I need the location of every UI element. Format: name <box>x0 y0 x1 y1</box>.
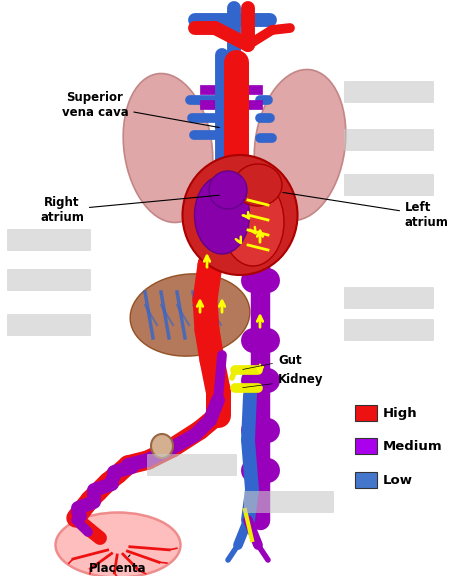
Text: Kidney: Kidney <box>243 373 323 388</box>
Ellipse shape <box>151 434 173 458</box>
Text: Gut: Gut <box>243 354 301 369</box>
Bar <box>355 438 377 454</box>
Ellipse shape <box>123 74 213 222</box>
Text: High: High <box>383 407 418 419</box>
Text: Low: Low <box>383 473 413 487</box>
FancyBboxPatch shape <box>344 81 434 103</box>
Text: Medium: Medium <box>383 439 443 453</box>
FancyBboxPatch shape <box>7 229 91 251</box>
FancyBboxPatch shape <box>244 491 334 513</box>
Bar <box>355 472 377 488</box>
Text: Placenta: Placenta <box>89 555 147 574</box>
Ellipse shape <box>130 274 250 356</box>
Bar <box>355 405 377 421</box>
FancyBboxPatch shape <box>344 129 434 151</box>
Ellipse shape <box>55 513 181 576</box>
Text: Left
atrium: Left atrium <box>283 192 449 229</box>
Ellipse shape <box>194 176 249 254</box>
Ellipse shape <box>182 155 298 275</box>
Ellipse shape <box>254 70 346 221</box>
FancyBboxPatch shape <box>344 174 434 196</box>
Ellipse shape <box>209 171 247 209</box>
FancyBboxPatch shape <box>7 314 91 336</box>
FancyBboxPatch shape <box>344 287 434 309</box>
FancyBboxPatch shape <box>147 454 237 476</box>
FancyBboxPatch shape <box>344 319 434 341</box>
FancyBboxPatch shape <box>7 269 91 291</box>
Ellipse shape <box>222 178 284 266</box>
Text: Right
atrium: Right atrium <box>40 195 219 224</box>
Ellipse shape <box>234 164 282 206</box>
Text: Superior
vena cava: Superior vena cava <box>62 91 219 127</box>
